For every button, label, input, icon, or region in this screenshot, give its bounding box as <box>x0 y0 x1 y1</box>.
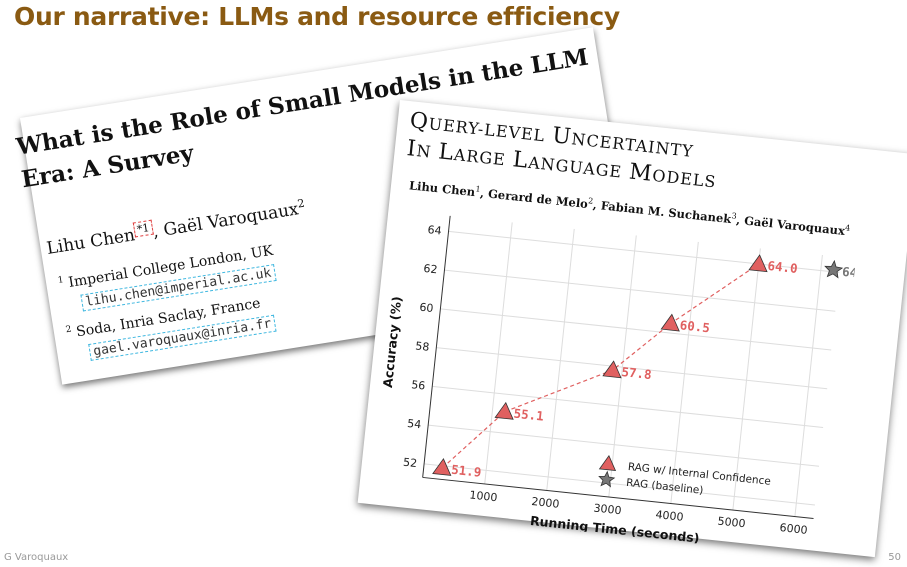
grid-line <box>484 222 513 485</box>
legend-marker-star <box>598 470 616 488</box>
y-tick-label: 56 <box>411 378 426 392</box>
author-mark: 1 <box>475 184 482 194</box>
author-name: , Gaël Varoquaux <box>151 199 300 243</box>
accuracy-runtime-chart: 1000 2000 3000 4000 5000 600052545658606264Ru… <box>380 215 858 546</box>
grid-line <box>608 235 637 498</box>
y-axis-label: Accuracy (%) <box>380 296 405 389</box>
grid-line <box>448 230 840 273</box>
data-label: 60.5 <box>679 317 711 335</box>
grid-line <box>428 424 820 467</box>
page-number: 50 <box>888 552 901 563</box>
grid-line <box>794 254 823 517</box>
footer-author: G Varoquaux <box>4 552 69 563</box>
data-point-star <box>824 259 844 279</box>
data-point-triangle <box>494 401 514 420</box>
data-point-triangle <box>602 360 622 379</box>
y-tick-label: 64 <box>427 223 442 237</box>
x-tick-label: 5000 <box>717 515 746 531</box>
grid-line <box>432 385 824 428</box>
grid-line <box>444 269 836 312</box>
x-tick-label: 1000 <box>469 488 498 504</box>
legend-entry: RAG (baseline) <box>626 477 704 497</box>
x-tick-label: 3000 <box>593 502 622 518</box>
author-name: Lihu Chen <box>45 225 137 259</box>
x-axis <box>422 476 814 520</box>
author-footnote-link[interactable]: *1 <box>132 219 154 238</box>
slide-title: Our narrative: LLMs and resource efficie… <box>14 2 620 31</box>
data-label: 64.0 <box>767 258 799 276</box>
y-tick-label: 54 <box>407 417 422 431</box>
y-tick-label: 60 <box>419 301 434 315</box>
grid-line <box>436 347 828 390</box>
data-label: 51.9 <box>451 462 483 480</box>
y-tick-label: 52 <box>402 456 417 470</box>
paper-uncertainty-excerpt: QUERY-LEVEL UNCERTAINTY IN LARGE LANGUAG… <box>357 100 907 558</box>
grid-line <box>440 308 832 351</box>
grid-line <box>670 241 699 504</box>
grid-line <box>546 228 575 491</box>
y-axis <box>422 215 451 478</box>
y-tick-label: 62 <box>423 262 438 276</box>
x-tick-label: 2000 <box>531 495 560 511</box>
author-mark: 2 <box>296 196 306 211</box>
data-label: 64.1 <box>841 264 858 282</box>
data-label: 55.1 <box>513 406 545 424</box>
data-label: 57.8 <box>621 364 653 382</box>
data-point-triangle <box>660 313 680 332</box>
trend-line <box>442 263 760 469</box>
x-tick-label: 4000 <box>655 508 684 524</box>
x-tick-label: 6000 <box>779 521 808 537</box>
data-point-triangle <box>432 458 452 476</box>
author-mark: 4 <box>844 223 851 233</box>
author-mark: 2 <box>587 196 594 206</box>
legend-marker-triangle <box>598 454 617 472</box>
y-tick-label: 58 <box>415 339 430 353</box>
grid-line <box>732 248 761 511</box>
grid-line <box>424 463 815 506</box>
data-point-triangle <box>748 254 768 273</box>
author-mark: 3 <box>731 211 738 221</box>
